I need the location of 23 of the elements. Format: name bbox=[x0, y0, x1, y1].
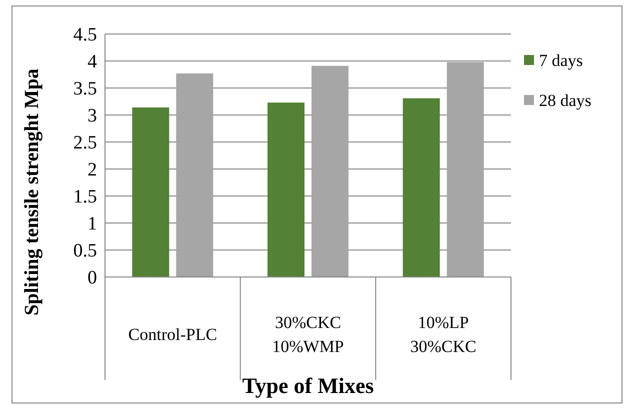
y-tick-label: 0.5 bbox=[73, 240, 97, 262]
y-tick-label: 1 bbox=[88, 214, 97, 235]
bar bbox=[268, 102, 304, 277]
bar bbox=[132, 107, 170, 277]
y-tick-label: 4.5 bbox=[73, 24, 97, 46]
bar bbox=[312, 66, 348, 277]
y-tick-label: 0 bbox=[88, 268, 97, 289]
y-tick-label: 4 bbox=[88, 52, 98, 73]
y-tick-label: 3 bbox=[88, 106, 97, 127]
bar bbox=[176, 73, 214, 277]
x-axis-title: Type of Mixes bbox=[242, 373, 374, 398]
x-tick-label: Control-PLC bbox=[128, 325, 218, 344]
x-tick-label: 30%CKC 10%WMP bbox=[272, 313, 344, 356]
legend-label: 7 days bbox=[539, 50, 583, 70]
y-axis-title: Spliting tensile strenght Mpa bbox=[21, 68, 43, 316]
legend-label: 28 days bbox=[539, 90, 592, 110]
y-tick-label: 2.5 bbox=[73, 132, 97, 154]
y-tick-label: 3.5 bbox=[73, 78, 97, 100]
y-tick-label: 1.5 bbox=[73, 186, 97, 208]
bar bbox=[402, 98, 440, 277]
bar bbox=[446, 62, 484, 277]
x-tick-label: 10%LP 30%CKC bbox=[410, 313, 476, 356]
y-tick-label: 2 bbox=[88, 160, 97, 181]
